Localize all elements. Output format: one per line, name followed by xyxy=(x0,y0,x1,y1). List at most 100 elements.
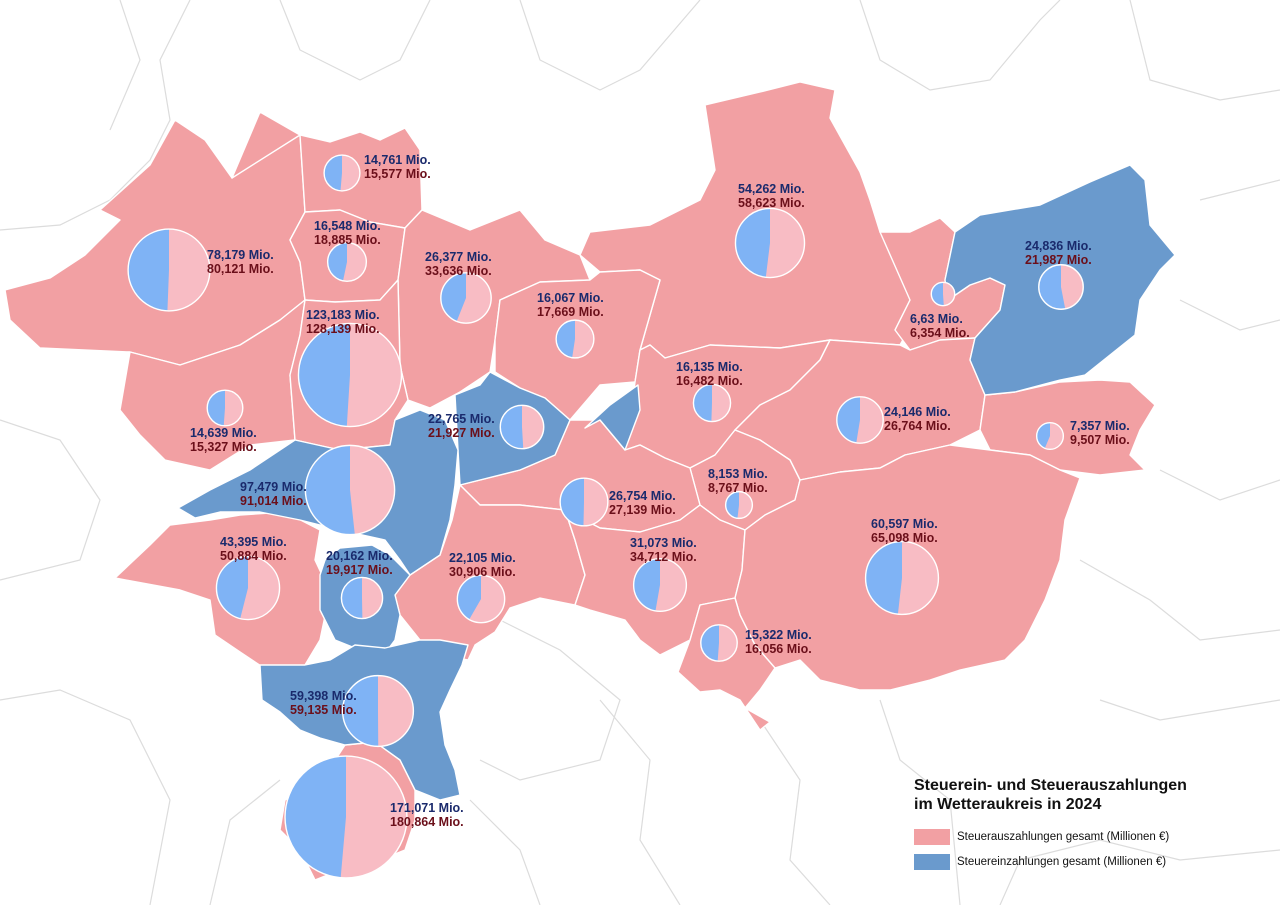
pie-chart xyxy=(864,540,940,616)
pie-outline xyxy=(1038,264,1084,310)
income-value-label: 26,754 Mio. xyxy=(609,489,676,503)
pie-chart xyxy=(297,322,403,428)
pie-outline xyxy=(836,396,884,444)
income-value-label: 24,836 Mio. xyxy=(1025,239,1092,253)
pie-chart xyxy=(323,154,361,192)
pie-slice-income xyxy=(1036,422,1050,449)
income-value-label: 14,639 Mio. xyxy=(190,426,257,440)
pie-outline xyxy=(340,576,384,620)
pie-chart xyxy=(724,490,754,520)
pie-chart xyxy=(559,477,609,527)
pie-outline xyxy=(692,383,732,423)
pie-outline xyxy=(341,674,415,748)
legend: Steuerein- und Steuerauszahlungen im Wet… xyxy=(914,776,1254,876)
pie-outline xyxy=(323,154,361,192)
income-value-label: 8,153 Mio. xyxy=(708,467,768,481)
payout-value-label: 6,354 Mio. xyxy=(910,326,970,340)
payout-value-label: 91,014 Mio. xyxy=(240,494,307,508)
legend-title: Steuerein- und Steuerauszahlungen im Wet… xyxy=(914,776,1254,814)
pie-chart xyxy=(734,207,806,279)
income-value-label: 22,765 Mio. xyxy=(428,412,495,426)
payout-value-label: 59,135 Mio. xyxy=(290,703,357,717)
pie-slice-income xyxy=(700,624,719,662)
pie-outline xyxy=(724,490,754,520)
income-value-label: 59,398 Mio. xyxy=(290,689,357,703)
pie-chart xyxy=(206,389,244,427)
legend-label-payout: Steuerauszahlungen gesamt (Millionen €) xyxy=(957,831,1170,843)
region-south-small xyxy=(677,597,776,731)
income-value-label: 43,395 Mio. xyxy=(220,535,287,549)
pie-slice-income xyxy=(931,282,944,306)
pie-slice-income xyxy=(327,242,347,281)
income-value-label: 6,63 Mio. xyxy=(910,312,963,326)
income-value-label: 16,135 Mio. xyxy=(676,360,743,374)
legend-label-income: Steuereinzahlungen gesamt (Millionen €) xyxy=(957,856,1167,868)
pie-chart xyxy=(692,383,732,423)
pie-slice-income xyxy=(128,229,169,311)
legend-row-payout: Steuerauszahlungen gesamt (Millionen €) xyxy=(914,826,1254,848)
pie-slice-income xyxy=(836,396,860,443)
income-value-label: 171,071 Mio. xyxy=(390,801,464,815)
payout-value-label: 180,864 Mio. xyxy=(390,815,464,829)
pie-outline xyxy=(1035,421,1065,451)
payout-value-label: 9,507 Mio. xyxy=(1070,433,1130,447)
pie-slice-income xyxy=(560,478,584,526)
pie-outline xyxy=(864,540,940,616)
income-value-label: 31,073 Mio. xyxy=(630,536,697,550)
payout-value-label: 19,917 Mio. xyxy=(326,563,393,577)
legend-swatch-income xyxy=(914,854,950,870)
pie-outline xyxy=(456,574,506,624)
pie-chart xyxy=(499,404,545,450)
legend-swatch-payout xyxy=(914,829,950,845)
pie-chart xyxy=(440,272,492,324)
income-value-label: 24,146 Mio. xyxy=(884,405,951,419)
pie-chart xyxy=(1035,421,1065,451)
pie-slice-income xyxy=(285,756,346,878)
pie-outline xyxy=(499,404,545,450)
pie-outline xyxy=(297,322,403,428)
pie-chart xyxy=(930,281,956,307)
pie-outline xyxy=(559,477,609,527)
pie-slice-income xyxy=(500,405,524,449)
payout-value-label: 34,712 Mio. xyxy=(630,550,697,564)
pie-outline xyxy=(127,228,211,312)
pie-slice-income xyxy=(725,491,739,519)
income-value-label: 16,548 Mio. xyxy=(314,219,381,233)
pie-slice-income xyxy=(457,575,481,620)
pie-chart xyxy=(340,576,384,620)
pie-chart xyxy=(456,574,506,624)
income-value-label: 26,377 Mio. xyxy=(425,250,492,264)
pie-outline xyxy=(284,755,408,879)
payout-value-label: 17,669 Mio. xyxy=(537,305,604,319)
payout-value-label: 15,577 Mio. xyxy=(364,167,431,181)
pie-slice-income xyxy=(556,320,575,358)
income-value-label: 97,479 Mio. xyxy=(240,480,307,494)
pie-slice-income xyxy=(342,675,379,747)
payout-value-label: 58,623 Mio. xyxy=(738,196,805,210)
income-value-label: 22,105 Mio. xyxy=(449,551,516,565)
pie-slice-income xyxy=(633,558,660,611)
legend-row-income: Steuereinzahlungen gesamt (Millionen €) xyxy=(914,851,1254,873)
income-value-label: 60,597 Mio. xyxy=(871,517,938,531)
income-value-label: 16,067 Mio. xyxy=(537,291,604,305)
pie-slice-income xyxy=(735,208,770,278)
pie-slice-income xyxy=(207,390,225,426)
payout-value-label: 18,885 Mio. xyxy=(314,233,381,247)
pie-slice-income xyxy=(298,323,350,427)
payout-value-label: 21,927 Mio. xyxy=(428,426,495,440)
pie-slice-income xyxy=(305,445,355,535)
pie-outline xyxy=(326,241,368,283)
payout-value-label: 128,139 Mio. xyxy=(306,322,380,336)
payout-value-label: 8,767 Mio. xyxy=(708,481,768,495)
payout-value-label: 33,636 Mio. xyxy=(425,264,492,278)
payout-value-label: 80,121 Mio. xyxy=(207,262,274,276)
pie-outline xyxy=(215,555,281,621)
payout-value-label: 30,906 Mio. xyxy=(449,565,516,579)
pie-slice-income xyxy=(693,384,712,422)
legend-title-line1: Steuerein- und Steuerauszahlungen xyxy=(914,777,1187,794)
legend-title-line2: im Wetteraukreis in 2024 xyxy=(914,796,1102,813)
payout-value-label: 16,482 Mio. xyxy=(676,374,743,388)
pie-outline xyxy=(304,444,396,536)
payout-value-label: 50,884 Mio. xyxy=(220,549,287,563)
